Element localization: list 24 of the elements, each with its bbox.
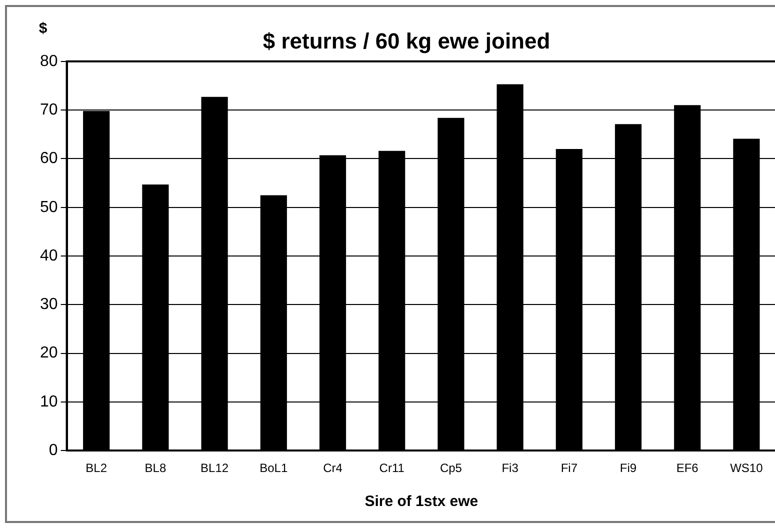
y-tick-label: 0 <box>48 442 58 460</box>
y-tick-label: 40 <box>40 247 58 264</box>
y-tick-label: 80 <box>40 52 58 70</box>
x-tick-label: BL8 <box>144 461 166 476</box>
x-tick-label: BoL1 <box>260 461 288 476</box>
y-tick-label: 30 <box>40 296 58 314</box>
x-tick-label: Fi7 <box>560 461 578 476</box>
x-tick-label: Cr11 <box>379 461 405 476</box>
x-tick-label: EF6 <box>676 461 699 476</box>
chart-title: $ returns / 60 kg ewe joined <box>262 28 550 54</box>
x-tick-label: BL12 <box>200 461 229 476</box>
y-axis-title: $ <box>38 20 48 37</box>
x-tick-label: Fi3 <box>502 461 519 476</box>
x-tick-label: Fi9 <box>620 461 637 476</box>
y-tick-label: 60 <box>40 150 58 168</box>
x-tick-label: WS10 <box>730 461 764 476</box>
x-axis-title: Sire of 1stx ewe <box>364 493 478 510</box>
y-tick-label: 70 <box>40 101 58 118</box>
y-tick-label: 20 <box>40 344 58 362</box>
y-tick-label: 10 <box>40 393 58 410</box>
y-tick-label: 50 <box>40 198 58 216</box>
x-tick-label: BL2 <box>86 461 108 476</box>
x-tick-label: Cp5 <box>440 461 462 476</box>
x-tick-label: Cr4 <box>323 461 343 476</box>
